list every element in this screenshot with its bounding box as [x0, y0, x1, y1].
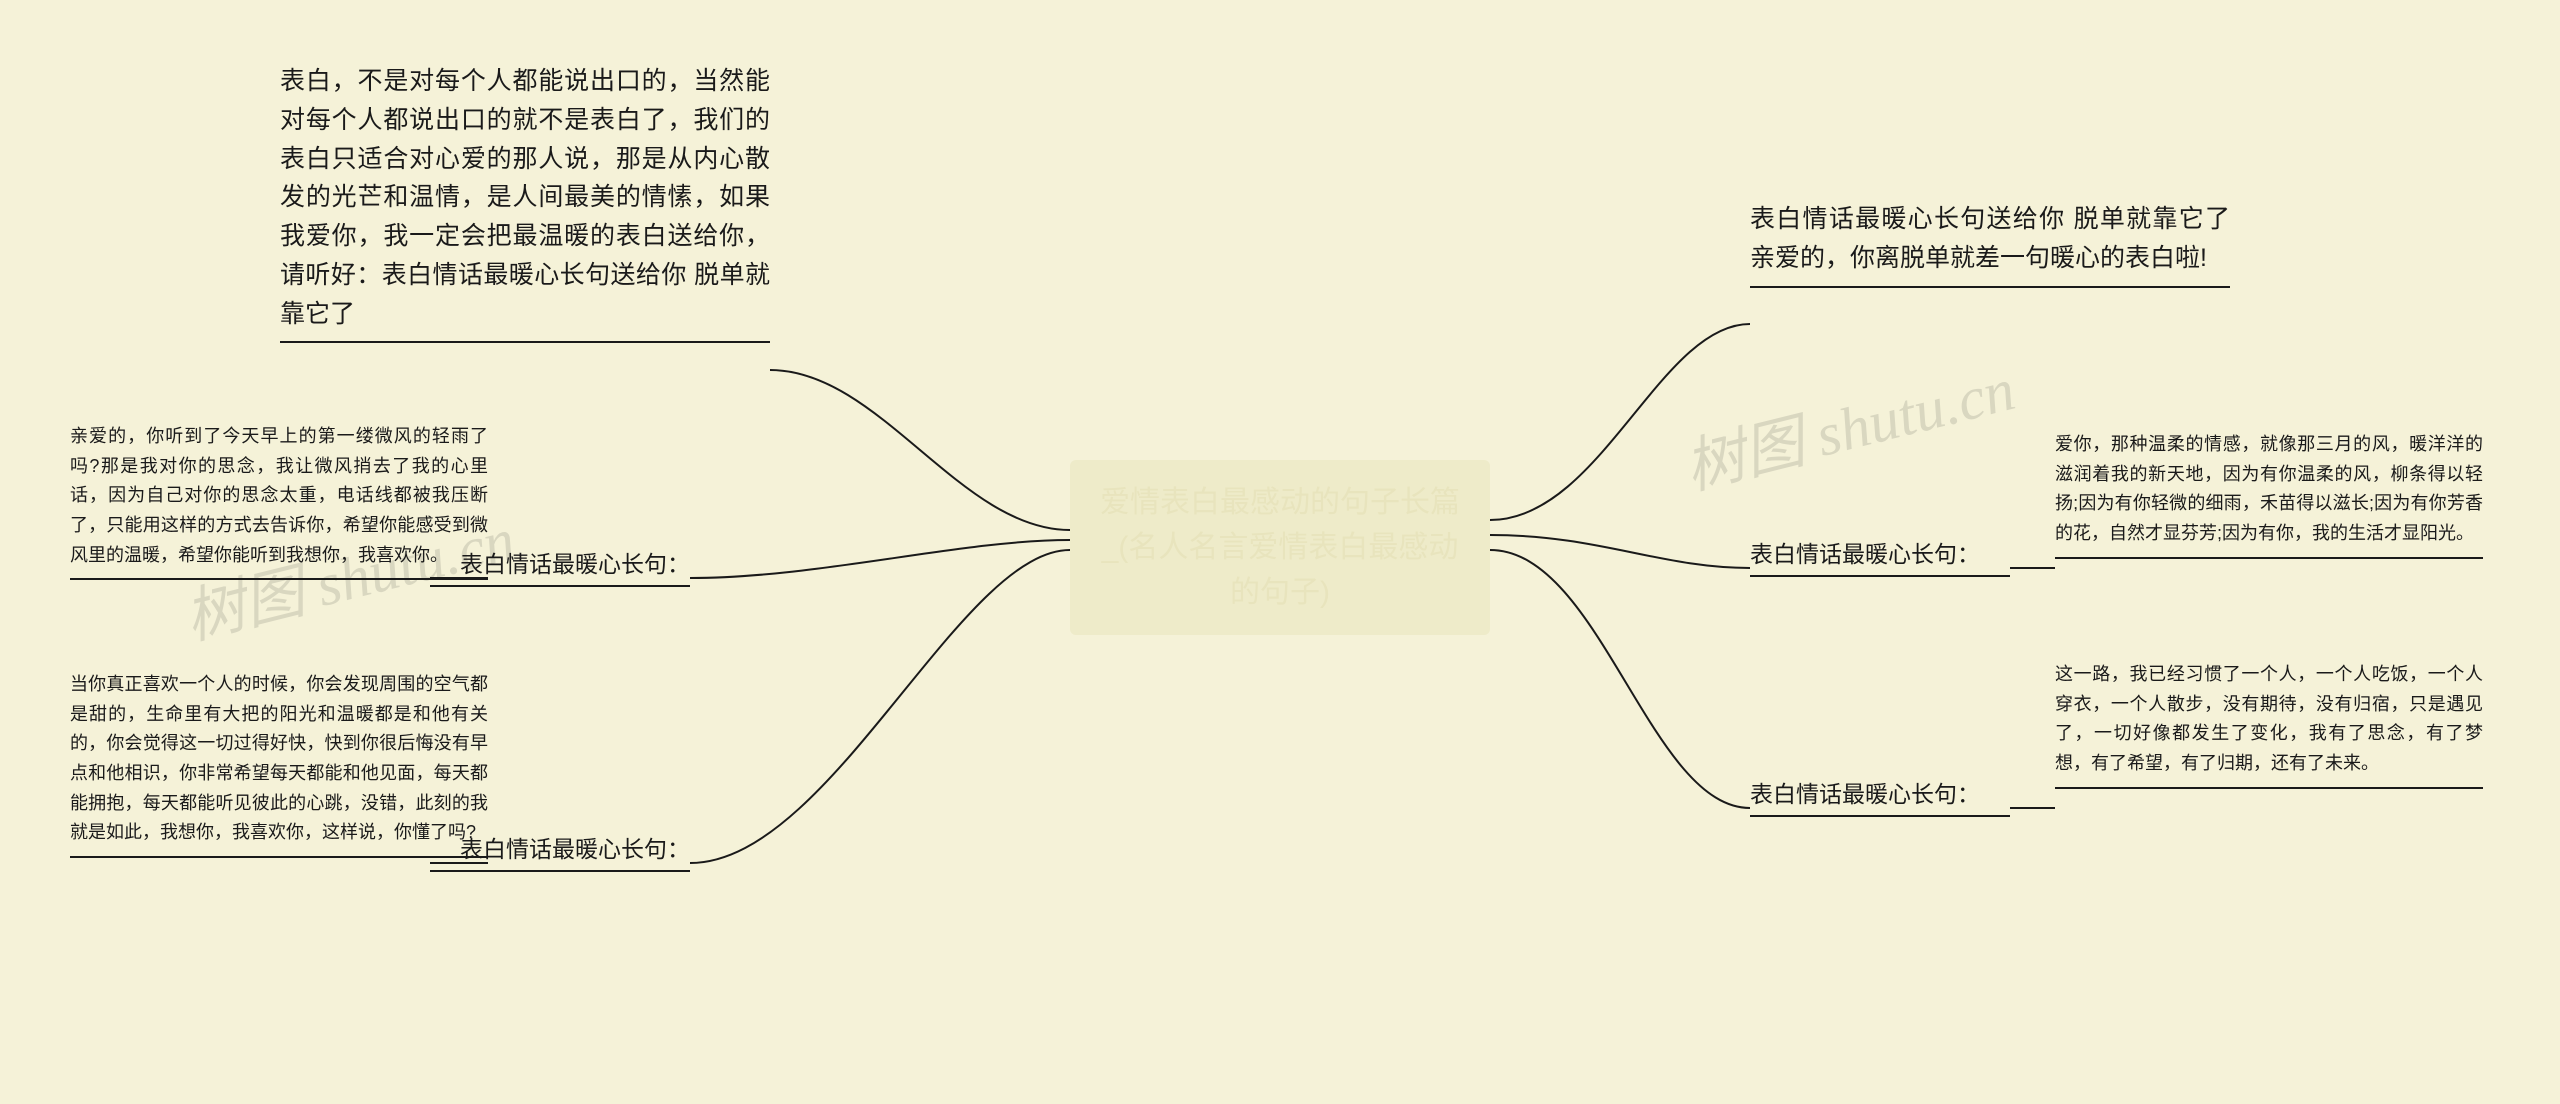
right-branch-2-label: 表白情话最暖心长句：	[1750, 775, 2010, 817]
left-branch-2-leaf: 当你真正喜欢一个人的时候，你会发现周围的空气都是甜的，生命里有大把的阳光和温暖都…	[70, 670, 488, 858]
mindmap-canvas: 树图 shutu.cn 树图 shutu.cn 爱情表白最感动的句子长篇_(名人…	[0, 0, 2560, 1104]
left-branch-0: 表白，不是对每个人都能说出口的，当然能对每个人都说出口的就不是表白了，我们的表白…	[280, 62, 770, 343]
right-branch-1-label: 表白情话最暖心长句：	[1750, 535, 2010, 577]
right-branch-2-leaf: 这一路，我已经习惯了一个人，一个人吃饭，一个人穿衣，一个人散步，没有期待，没有归…	[2055, 660, 2483, 789]
watermark: 树图 shutu.cn	[1674, 341, 2022, 507]
center-node: 爱情表白最感动的句子长篇_(名人名言爱情表白最感动的句子)	[1070, 460, 1490, 635]
right-branch-1-leaf: 爱你，那种温柔的情感，就像那三月的风，暖洋洋的滋润着我的新天地，因为有你温柔的风…	[2055, 430, 2483, 559]
left-branch-1-leaf: 亲爱的，你听到了今天早上的第一缕微风的轻雨了吗?那是我对你的思念，我让微风捎去了…	[70, 422, 488, 580]
right-branch-0: 表白情话最暖心长句送给你 脱单就靠它了亲爱的，你离脱单就差一句暖心的表白啦!	[1750, 200, 2230, 288]
